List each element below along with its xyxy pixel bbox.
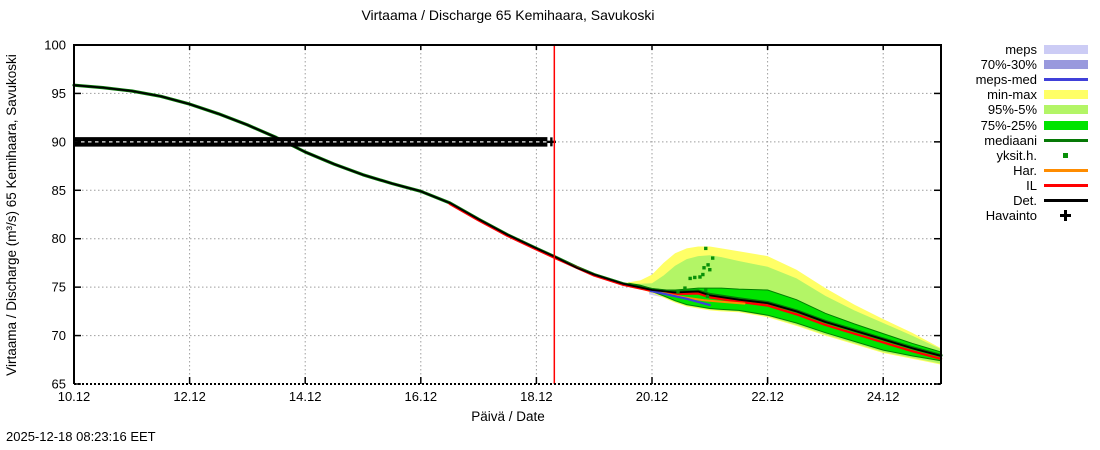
legend-label: Det. — [1013, 192, 1037, 208]
y-tick-label: 95 — [52, 86, 66, 101]
legend-item-min-max: min-max — [940, 87, 1090, 102]
x-tick-label: 10.12 — [58, 389, 91, 404]
y-tick-label: 100 — [44, 38, 66, 53]
x-tick-label: 24.12 — [867, 389, 900, 404]
x-tick-label: 20.12 — [636, 389, 669, 404]
band-swatch — [1044, 90, 1088, 100]
line-swatch — [1044, 198, 1088, 202]
legend-item-det: Det. — [940, 193, 1090, 208]
plot-border — [73, 44, 942, 384]
legend-item-meps-med: meps-med — [940, 72, 1090, 87]
legend-label: IL — [1026, 177, 1037, 193]
legend-swatch — [1044, 193, 1090, 208]
line-swatch — [1044, 78, 1088, 82]
legend-swatch — [1044, 57, 1090, 72]
legend: meps 70%-30% meps-med min-max 95%-5% 75%-25% m… — [940, 42, 1090, 223]
legend-item-havainto: Havainto — [940, 208, 1090, 223]
y-tick-label: 80 — [52, 231, 66, 246]
legend-swatch — [1044, 42, 1090, 57]
chart-title: Virtaama / Discharge 65 Kemihaara, Savuk… — [361, 7, 654, 23]
y-tick-label: 70 — [52, 328, 66, 343]
legend-label: yksit.h. — [996, 147, 1037, 163]
yksit-dot — [676, 290, 680, 294]
y-tick-label: 85 — [52, 183, 66, 198]
yksit-dot — [683, 286, 687, 290]
yksit-dot — [688, 276, 692, 281]
yksit-dot — [702, 266, 706, 270]
band-swatch — [1044, 45, 1088, 55]
yksit-dot — [706, 263, 710, 267]
il-line — [448, 202, 943, 360]
legend-swatch — [1044, 178, 1090, 193]
x-axis-label: Päivä / Date — [471, 409, 545, 424]
x-tick-label: 18.12 — [520, 389, 553, 404]
x-tick-label: 22.12 — [751, 389, 784, 404]
legend-label: meps — [1005, 42, 1037, 58]
band-swatch — [1044, 105, 1088, 115]
legend-label: mediaani — [984, 132, 1037, 148]
band-swatch — [1044, 120, 1088, 130]
yksit-dot — [704, 288, 708, 292]
legend-label: min-max — [987, 87, 1037, 103]
legend-label: meps-med — [975, 72, 1037, 88]
legend-swatch — [1044, 118, 1090, 133]
legend-item-mediaani: mediaani — [940, 133, 1090, 148]
legend-swatch — [1044, 87, 1090, 102]
legend-item-yksit-h: yksit.h. — [940, 148, 1090, 163]
legend-item-meps: meps — [940, 42, 1090, 57]
legend-item-il: IL — [940, 178, 1090, 193]
line-swatch — [1044, 138, 1088, 142]
meps-med-line — [649, 289, 711, 307]
yksit-dot — [704, 246, 708, 251]
legend-swatch — [1044, 208, 1090, 223]
y-axis-label: Virtaama / Discharge (m³/s) 65 Kemihaara… — [4, 54, 19, 376]
legend-label: Har. — [1013, 162, 1037, 178]
y-tick-label: 65 — [52, 377, 66, 392]
band-swatch — [1044, 60, 1088, 70]
legend-item-70-30: 70%-30% — [940, 57, 1090, 72]
y-tick-label: 75 — [52, 280, 66, 295]
legend-item-har: Har. — [940, 163, 1090, 178]
legend-swatch — [1044, 72, 1090, 87]
legend-swatch — [1044, 148, 1090, 163]
legend-item-95-5: 95%-5% — [940, 102, 1090, 117]
legend-label: 95%-5% — [987, 102, 1037, 118]
yksit-dot — [698, 275, 702, 279]
plus-icon — [1059, 209, 1072, 222]
timestamp: 2025-12-18 08:23:16 EET — [6, 429, 156, 444]
yksit-dot — [705, 294, 710, 299]
legend-label: 75%-25% — [980, 117, 1037, 133]
yksit-dot — [693, 275, 697, 280]
legend-label: 70%-30% — [980, 57, 1037, 73]
x-tick-label: 12.12 — [173, 389, 206, 404]
mediaani-line — [72, 83, 943, 357]
yksit-dot — [701, 272, 705, 277]
legend-swatch — [1044, 133, 1090, 148]
legend-swatch — [1044, 102, 1090, 117]
line-swatch — [1044, 168, 1088, 172]
line-swatch — [1044, 183, 1088, 187]
legend-swatch — [1044, 163, 1090, 178]
point-swatch — [1063, 152, 1068, 158]
x-tick-label: 14.12 — [289, 389, 322, 404]
yksit-dot — [708, 268, 712, 272]
legend-label: Havainto — [985, 208, 1037, 224]
legend-item-75-25: 75%-25% — [940, 117, 1090, 133]
det-line — [73, 84, 942, 357]
yksit-dot — [710, 256, 715, 260]
y-tick-label: 90 — [52, 134, 66, 149]
x-tick-label: 16.12 — [405, 389, 438, 404]
